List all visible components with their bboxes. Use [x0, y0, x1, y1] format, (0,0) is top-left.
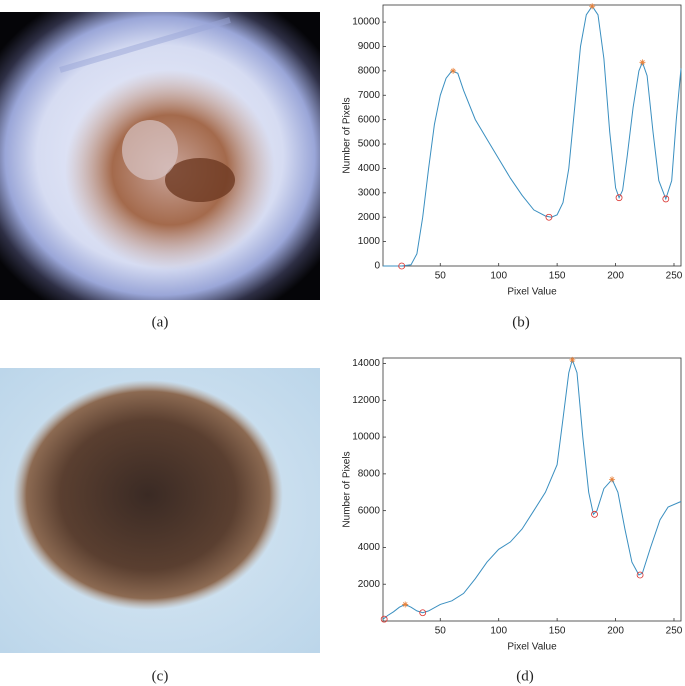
y-tick-label: 4000	[358, 542, 381, 553]
y-tick-label: 4000	[358, 163, 381, 174]
x-axis-label: Pixel Value	[507, 642, 557, 653]
minimum-marker	[591, 510, 598, 518]
x-tick-label: 250	[666, 271, 683, 282]
axes-box	[382, 4, 682, 267]
y-axis-label: Number of Pixels	[342, 97, 353, 173]
peak-marker	[639, 59, 646, 66]
peak-marker	[609, 476, 616, 483]
x-axis-label: Pixel Value	[507, 287, 557, 298]
y-axis-label: Number of Pixels	[342, 451, 353, 527]
y-tick-label: 1000	[358, 236, 381, 247]
minimum-marker	[662, 195, 670, 203]
peak-marker	[589, 3, 596, 10]
y-tick-label: 3000	[358, 187, 381, 198]
y-tick-label: 6000	[358, 114, 381, 125]
minimum-marker	[615, 194, 623, 202]
y-tick-label: 8000	[358, 66, 381, 77]
image-a	[0, 12, 320, 300]
caption: (a)	[152, 314, 169, 330]
x-tick-label: 100	[490, 271, 507, 282]
y-tick-label: 14000	[352, 358, 380, 369]
caption: (d)	[516, 668, 534, 684]
y-tick-label: 10000	[352, 432, 380, 443]
minimum-marker	[380, 615, 388, 623]
y-tick-label: 7000	[358, 90, 381, 101]
y-tick-label: 2000	[358, 579, 381, 590]
minimum-marker	[636, 571, 644, 579]
peak-marker	[402, 601, 409, 608]
y-tick-label: 2000	[358, 212, 381, 223]
y-tick-label: 8000	[358, 469, 381, 480]
image-c	[0, 368, 320, 653]
y-tick-label: 5000	[358, 139, 381, 150]
x-tick-label: 250	[666, 626, 683, 637]
x-tick-label: 200	[607, 626, 624, 637]
y-tick-label: 12000	[352, 395, 380, 406]
y-tick-label: 10000	[352, 17, 380, 28]
minimum-marker	[545, 213, 553, 221]
x-tick-label: 200	[607, 271, 624, 282]
caption: (c)	[152, 668, 169, 684]
line	[382, 358, 682, 620]
caption: (b)	[512, 314, 530, 330]
axes-box	[382, 357, 682, 622]
x-tick-label: 50	[435, 626, 447, 637]
x-tick-label: 150	[549, 271, 566, 282]
peak-marker	[569, 356, 576, 363]
y-tick-label: 0	[374, 261, 380, 272]
y-tick-label: 6000	[358, 505, 381, 516]
x-tick-label: 100	[490, 626, 507, 637]
x-tick-label: 50	[435, 271, 447, 282]
minimum-marker	[398, 262, 406, 270]
peak-marker	[450, 67, 457, 74]
y-tick-label: 9000	[358, 41, 381, 52]
x-tick-label: 150	[549, 626, 566, 637]
minimum-marker	[419, 609, 427, 617]
line	[383, 5, 682, 267]
